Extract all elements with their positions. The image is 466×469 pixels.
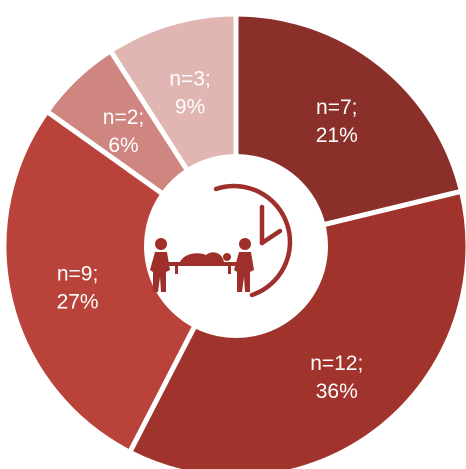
slice-label-4: n=3; 9%: [169, 68, 210, 119]
slice-percent-label: 9%: [175, 96, 205, 119]
slice-count-label: n=7;: [316, 96, 357, 119]
slice-percent-label: 36%: [316, 380, 358, 403]
slice-count-label: n=3;: [169, 68, 210, 91]
slice-percent-label: 27%: [57, 290, 99, 313]
labels-group: n=7; 21% n=12; 36% n=9; 27% n=2; 6% n=3; 9%: [57, 68, 364, 404]
slice-label-1: n=12; 36%: [310, 352, 363, 403]
slice-label-3: n=2; 6%: [103, 106, 144, 157]
stretcher-carriers-icon: [150, 238, 254, 292]
slice-label-2: n=9; 27%: [57, 262, 99, 313]
slice-label-0: n=7; 21%: [316, 96, 358, 147]
donut-slice-2: [1, 107, 240, 456]
clock-icon: [213, 183, 293, 298]
stretcher-transport-with-clock-icon: [150, 183, 293, 298]
slice-count-label: n=2;: [103, 106, 144, 129]
slice-percent-label: 6%: [108, 134, 138, 157]
slice-count-label: n=9;: [57, 262, 98, 285]
slice-percent-label: 21%: [316, 124, 358, 147]
donut-hole: [144, 154, 328, 338]
donut-slice-1: [126, 188, 466, 469]
slice-count-label: n=12;: [310, 352, 363, 375]
